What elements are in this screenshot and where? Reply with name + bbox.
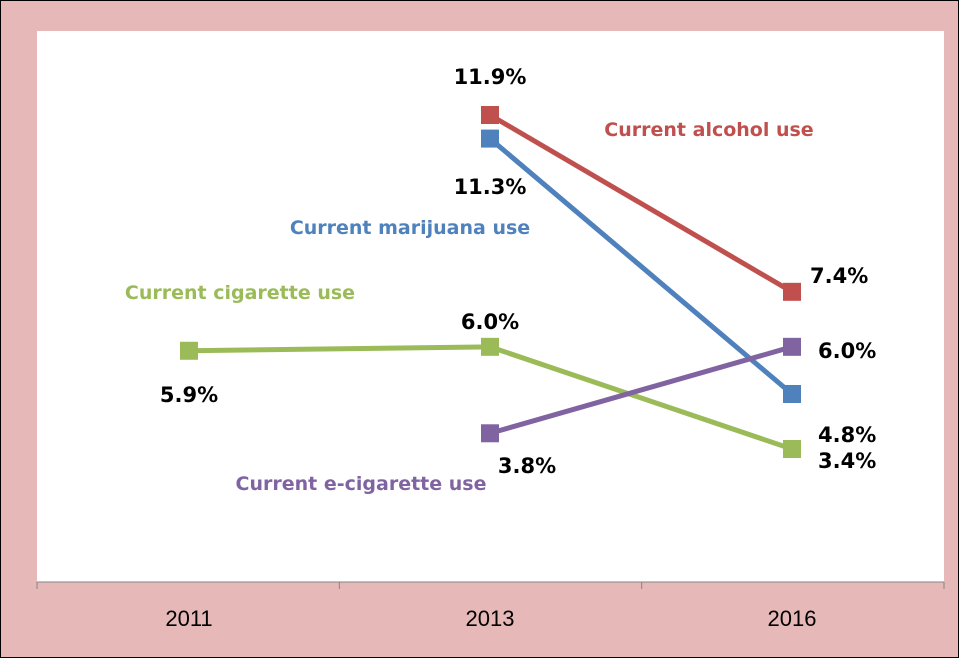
data-label-current-cigarette-use-2016: 3.4% — [818, 449, 876, 473]
series-label-current-e-cigarette-use: Current e-cigarette use — [236, 473, 487, 495]
marker-current-marijuana-use-2016 — [783, 384, 801, 403]
marker-current-cigarette-use-2011 — [180, 341, 198, 360]
x-tick-label-2011: 2011 — [165, 606, 212, 631]
series-line-current-marijuana-use — [488, 136, 794, 396]
marker-current-e-cigarette-use-2016 — [783, 337, 801, 356]
chart-labels: 11.9% 7.4% Current alcohol use 11.3% 4.8% Cur… — [125, 65, 876, 495]
x-axis: 2011 2013 2016 — [36, 581, 945, 631]
data-label-current-alcohol-use-2016: 7.4% — [810, 264, 868, 288]
marker-current-e-cigarette-use-2013 — [481, 424, 499, 443]
data-label-current-e-cigarette-use-2016: 6.0% — [818, 339, 876, 363]
data-label-current-e-cigarette-use-2013: 3.8% — [498, 454, 556, 478]
data-label-current-marijuana-use-2013: 11.3% — [454, 175, 527, 199]
marker-current-alcohol-use-2013 — [481, 106, 499, 124]
x-tick-label-2013: 2013 — [466, 606, 515, 631]
series-label-current-marijuana-use: Current marijuana use — [290, 217, 530, 239]
data-label-current-cigarette-use-2013: 6.0% — [461, 310, 519, 334]
marker-current-cigarette-use-2016 — [783, 440, 801, 458]
data-label-current-cigarette-use-2011: 5.9% — [160, 383, 218, 407]
series-line-current-e-cigarette-use — [489, 344, 793, 436]
data-label-current-marijuana-use-2016: 4.8% — [818, 423, 876, 447]
series-line-current-alcohol-use — [488, 112, 794, 294]
marker-current-cigarette-use-2013 — [481, 337, 499, 356]
data-label-current-alcohol-use-2013: 11.9% — [454, 65, 527, 89]
series-label-current-cigarette-use: Current cigarette use — [125, 282, 355, 304]
series-markers — [180, 106, 801, 458]
marker-current-alcohol-use-2016 — [783, 282, 801, 301]
x-tick-label-2016: 2016 — [768, 606, 817, 631]
series-label-current-alcohol-use: Current alcohol use — [604, 119, 813, 141]
marker-current-marijuana-use-2013 — [481, 129, 499, 148]
